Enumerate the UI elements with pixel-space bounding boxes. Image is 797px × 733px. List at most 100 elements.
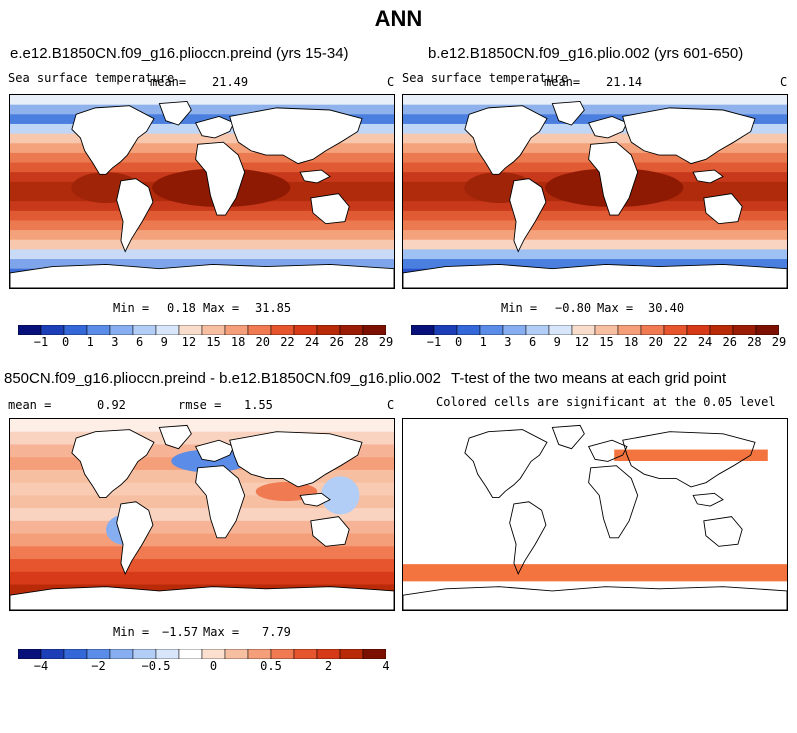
sst-band bbox=[403, 114, 787, 125]
panel1-unit: C bbox=[387, 75, 395, 89]
panel1-mean-value: 21.49 bbox=[212, 75, 249, 89]
panel3-rmse-value: 1.55 bbox=[244, 398, 273, 412]
land-outline bbox=[403, 100, 787, 288]
colorbar-svg bbox=[410, 324, 780, 336]
sst-band bbox=[10, 230, 394, 241]
diff-band bbox=[10, 559, 394, 573]
land-africa bbox=[195, 465, 246, 539]
colorbar-swatch bbox=[224, 324, 249, 336]
colorbar-tick-label: 6 bbox=[135, 335, 144, 349]
colorbar-swatch bbox=[339, 324, 364, 336]
colorbar-tick-label: 20 bbox=[648, 335, 664, 349]
colorbar-swatch bbox=[63, 648, 88, 660]
colorbar-swatch bbox=[339, 648, 364, 660]
colorbar-swatch bbox=[132, 648, 157, 660]
colorbar-tick-label: 12 bbox=[181, 335, 197, 349]
land-south-america bbox=[509, 501, 547, 576]
colorbar-tick-label: 29 bbox=[771, 335, 787, 349]
diff-band bbox=[10, 571, 394, 586]
sst-band bbox=[403, 133, 787, 144]
colorbar-tick-label: 28 bbox=[354, 335, 369, 349]
sst-band bbox=[10, 133, 394, 144]
colorbar-swatch bbox=[109, 648, 134, 660]
colorbar-tick-label: 1 bbox=[86, 335, 94, 349]
map-canvas bbox=[10, 95, 394, 288]
panel2-variable-label: Sea surface temperature bbox=[402, 71, 569, 85]
land-australia bbox=[703, 516, 743, 547]
land-se-asia-islands bbox=[299, 169, 331, 184]
panel2-max-value: 30.40 bbox=[648, 301, 685, 315]
land-europe bbox=[587, 439, 628, 462]
colorbar-tick-label: −1 bbox=[33, 335, 49, 349]
colorbar-swatch bbox=[178, 324, 203, 336]
land-greenland bbox=[551, 100, 585, 126]
colorbar-swatch bbox=[479, 324, 504, 336]
colorbar-tick-label: 1 bbox=[479, 335, 487, 349]
land-se-asia-islands bbox=[692, 169, 724, 184]
colorbar-swatch bbox=[155, 324, 180, 336]
colorbar-svg bbox=[17, 648, 387, 660]
sst-band bbox=[10, 239, 394, 250]
panel3-unit: C bbox=[387, 398, 395, 412]
sst-band bbox=[403, 95, 787, 106]
land-antarctica bbox=[10, 586, 394, 610]
colorbar-tick-label: 3 bbox=[111, 335, 119, 349]
colorbar-tick-label: −4 bbox=[33, 659, 49, 673]
colorbar-tick-label: 12 bbox=[574, 335, 590, 349]
panel4-title: T-test of the two means at each grid poi… bbox=[451, 370, 727, 387]
colorbar-tick-label: 4 bbox=[382, 659, 390, 673]
colorbar-tick-label: 3 bbox=[504, 335, 512, 349]
colorbar-swatch bbox=[293, 648, 318, 660]
colorbar-tick-label: 9 bbox=[160, 335, 168, 349]
land-south-america bbox=[116, 178, 154, 253]
colorbar-tick-label: 0 bbox=[209, 659, 218, 673]
land-australia bbox=[310, 193, 350, 225]
panel3-title: 850CN.f09_g16.plioccn.preind - b.e12.B18… bbox=[4, 370, 441, 387]
panel2-unit: C bbox=[780, 75, 788, 89]
land-europe bbox=[194, 115, 235, 139]
diff-anomaly bbox=[321, 476, 360, 515]
land-antarctica bbox=[403, 263, 787, 288]
panel2-mean-label: mean= bbox=[544, 75, 581, 89]
diff-band bbox=[10, 533, 394, 547]
colorbar-tick-label: −2 bbox=[91, 659, 106, 673]
panel2-min-value: −0.80 bbox=[555, 301, 592, 315]
diff-band bbox=[10, 546, 394, 560]
colorbar-swatch bbox=[663, 324, 688, 336]
map-canvas bbox=[403, 419, 787, 610]
land-europe bbox=[587, 115, 628, 139]
colorbar-tick-label: 0 bbox=[62, 335, 70, 349]
land-south-america bbox=[509, 178, 547, 253]
land-asia bbox=[622, 431, 756, 488]
colorbar-swatch bbox=[178, 648, 203, 660]
colorbar-tick-label: 0.5 bbox=[260, 659, 282, 673]
panel1-sst-map bbox=[9, 94, 395, 289]
panel1-max-label: Max = bbox=[203, 301, 240, 315]
colorbar-swatch bbox=[732, 324, 757, 336]
colorbar-swatch bbox=[571, 324, 596, 336]
colorbar-tick-label: 20 bbox=[255, 335, 271, 349]
colorbar-tick-label: 28 bbox=[747, 335, 762, 349]
colorbar-swatch bbox=[201, 648, 226, 660]
map-canvas bbox=[10, 419, 394, 610]
colorbar-tick-label: 18 bbox=[623, 335, 639, 349]
sst-band bbox=[10, 220, 394, 231]
colorbar-swatch bbox=[247, 324, 272, 336]
colorbar-tick-label: 6 bbox=[528, 335, 537, 349]
colorbar-tick-label: 2 bbox=[324, 659, 333, 673]
colorbar-swatch bbox=[224, 648, 249, 660]
colorbar-swatch bbox=[63, 324, 88, 336]
colorbar-swatch bbox=[410, 324, 435, 336]
colorbar-tick-label: −1 bbox=[426, 335, 442, 349]
panel1-variable-label: Sea surface temperature bbox=[8, 71, 175, 85]
colorbar-tick-label: 24 bbox=[304, 335, 320, 349]
colorbar-swatch bbox=[155, 648, 180, 660]
panel1-colorbar bbox=[17, 322, 387, 336]
colorbar-tick-label: 29 bbox=[378, 335, 394, 349]
colorbar-tick-label: 22 bbox=[280, 335, 295, 349]
panel3-max-label: Max = bbox=[203, 625, 240, 639]
sst-band bbox=[10, 104, 394, 115]
sst-band bbox=[403, 239, 787, 250]
panel2-max-label: Max = bbox=[597, 301, 634, 315]
sst-band bbox=[10, 259, 394, 270]
